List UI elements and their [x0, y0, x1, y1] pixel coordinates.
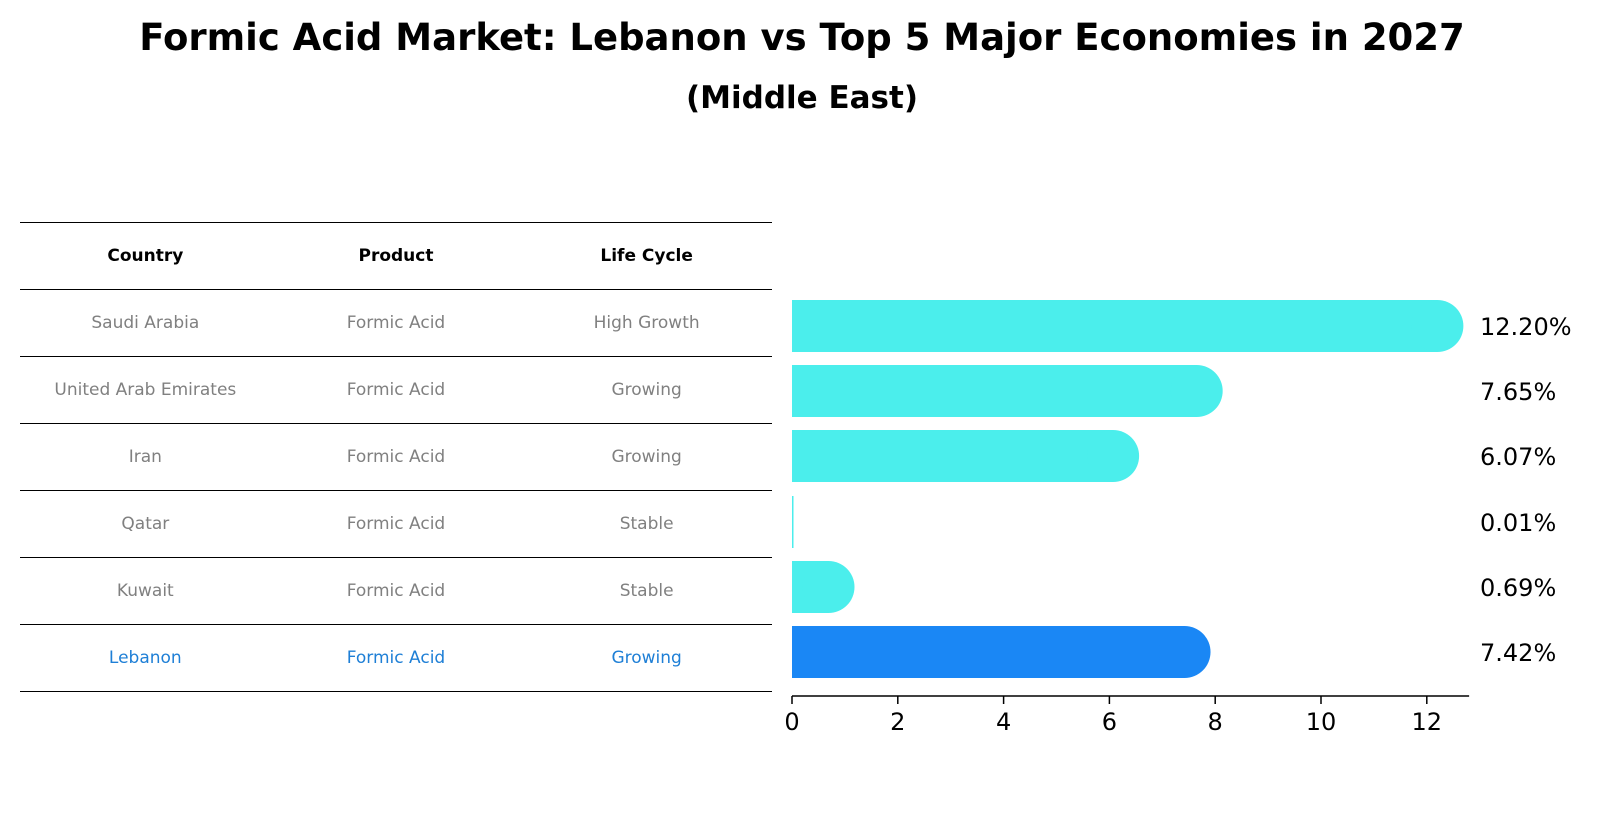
x-tick-label: 8: [1208, 708, 1223, 736]
bar-cap: [1170, 365, 1223, 417]
chart-title: Formic Acid Market: Lebanon vs Top 5 Maj…: [139, 16, 1465, 59]
bar: [792, 300, 1438, 352]
table-row: Kuwait Formic Acid Stable: [20, 557, 772, 624]
table-header-row: Country Product Life Cycle: [20, 222, 772, 289]
chart-subtitle: (Middle East): [685, 80, 918, 116]
x-tick-label: 2: [890, 708, 905, 736]
table-row: Saudi Arabia Formic Acid High Growth: [20, 289, 772, 356]
cell-country: Kuwait: [116, 581, 174, 601]
cell-product: Formic Acid: [346, 447, 446, 467]
bar-value-label: 6.07%: [1480, 443, 1556, 471]
table-row: United Arab Emirates Formic Acid Growing: [20, 356, 772, 423]
x-tick-label: 0: [784, 708, 799, 736]
bar-value-label: 7.42%: [1480, 639, 1556, 667]
cell-life-cycle: Growing: [611, 380, 682, 400]
bar-highlighted: [792, 626, 1185, 678]
cell-country: Saudi Arabia: [91, 313, 200, 333]
cell-country: Qatar: [121, 514, 170, 534]
bar-value-label: 7.65%: [1480, 378, 1556, 406]
bar: [792, 430, 1114, 482]
cell-country: United Arab Emirates: [54, 380, 237, 400]
x-tick-label: 10: [1306, 708, 1337, 736]
cell-life-cycle: Growing: [611, 648, 682, 668]
cell-life-cycle: High Growth: [593, 313, 700, 333]
cell-life-cycle: Stable: [619, 581, 674, 601]
bar: [792, 365, 1197, 417]
header-country: Country: [107, 246, 184, 266]
bar-cap: [802, 561, 855, 613]
table-row-highlighted: Lebanon Formic Acid Growing: [20, 624, 772, 692]
cell-product: Formic Acid: [346, 648, 446, 668]
cell-product: Formic Acid: [346, 581, 446, 601]
bar-value-label: 0.01%: [1480, 509, 1556, 537]
bar-cap: [1411, 300, 1464, 352]
bar-cap: [1087, 430, 1140, 482]
x-tick-label: 6: [1102, 708, 1117, 736]
data-table: Country Product Life Cycle Saudi Arabia …: [20, 222, 772, 692]
x-tick-label: 12: [1412, 708, 1443, 736]
cell-life-cycle: Growing: [611, 447, 682, 467]
cell-life-cycle: Stable: [619, 514, 674, 534]
table-row: Iran Formic Acid Growing: [20, 423, 772, 490]
cell-country: Lebanon: [108, 648, 182, 668]
bar: [792, 496, 794, 548]
header-product: Product: [358, 246, 434, 266]
header-life-cycle: Life Cycle: [600, 246, 693, 266]
cell-product: Formic Acid: [346, 380, 446, 400]
cell-country: Iran: [128, 447, 162, 467]
bar-highlighted-cap: [1158, 626, 1211, 678]
bar-value-label: 0.69%: [1480, 574, 1556, 602]
cell-product: Formic Acid: [346, 514, 446, 534]
table-row: Qatar Formic Acid Stable: [20, 490, 772, 557]
cell-product: Formic Acid: [346, 313, 446, 333]
bar-value-label: 12.20%: [1480, 313, 1572, 341]
x-tick-label: 4: [996, 708, 1011, 736]
